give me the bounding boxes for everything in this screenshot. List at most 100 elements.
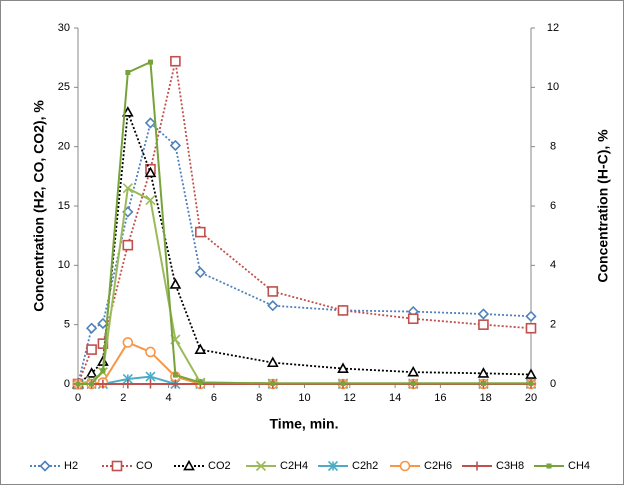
- x-tick-label: 4: [166, 392, 172, 404]
- legend-label: C2H4: [280, 460, 308, 472]
- marker-part: [480, 380, 486, 386]
- marker-part: [194, 266, 206, 279]
- y2-tick-label: 12: [547, 22, 559, 34]
- marker: [528, 380, 534, 386]
- marker-part: [410, 380, 416, 386]
- x-tick-label: 16: [434, 392, 446, 404]
- marker-part: [407, 313, 419, 325]
- marker: [144, 166, 157, 178]
- marker-part: [399, 460, 411, 472]
- y2-axis-title: Concentration (H-C), %: [595, 129, 611, 283]
- marker: [172, 372, 178, 378]
- marker-part: [122, 337, 134, 348]
- marker: [255, 460, 267, 472]
- marker-part: [144, 117, 157, 129]
- marker: [337, 305, 349, 316]
- y-tick-label: 20: [58, 141, 70, 153]
- marker: [407, 313, 419, 325]
- marker: [546, 463, 552, 469]
- marker: [170, 379, 180, 389]
- y-tick-label: 25: [58, 81, 70, 93]
- legend-label: H2: [64, 460, 78, 472]
- marker-part: [169, 139, 182, 152]
- marker: [89, 381, 95, 387]
- x-axis-title: Time, min.: [270, 416, 339, 432]
- marker-part: [86, 344, 97, 355]
- marker: [122, 183, 133, 194]
- marker: [270, 380, 276, 386]
- marker: [477, 367, 490, 378]
- y2-tick-label: 2: [550, 319, 556, 331]
- legend-label: CO: [136, 460, 153, 472]
- marker-part: [147, 59, 153, 65]
- marker: [111, 460, 123, 472]
- marker: [145, 195, 156, 206]
- marker: [266, 356, 279, 368]
- marker: [194, 266, 206, 279]
- marker: [267, 300, 279, 312]
- marker-part: [267, 300, 279, 312]
- marker: [327, 460, 339, 472]
- marker: [85, 322, 98, 334]
- marker-part: [75, 381, 81, 387]
- marker-part: [478, 319, 489, 330]
- y-tick-label: 30: [58, 22, 70, 34]
- y2-tick-label: 10: [547, 81, 559, 93]
- marker-part: [89, 381, 95, 387]
- marker-part: [407, 365, 420, 377]
- marker-part: [195, 226, 206, 238]
- marker-part: [266, 356, 279, 368]
- marker-part: [337, 305, 349, 316]
- series-line: [77, 111, 532, 385]
- x-tick-label: 2: [120, 392, 126, 404]
- marker-part: [125, 70, 131, 75]
- marker-part: [145, 346, 156, 358]
- marker: [121, 106, 134, 117]
- marker: [100, 368, 106, 374]
- marker-part: [145, 195, 156, 206]
- marker: [145, 379, 155, 389]
- marker: [267, 286, 279, 297]
- marker: [337, 362, 349, 373]
- marker-part: [169, 278, 182, 289]
- marker-part: [477, 367, 490, 378]
- x-tick-label: 0: [75, 392, 81, 404]
- marker-part: [255, 460, 267, 472]
- legend-label: C2h2: [352, 460, 378, 472]
- x-tick-label: 10: [298, 392, 310, 404]
- marker-part: [525, 368, 537, 379]
- marker: [145, 346, 156, 358]
- marker: [97, 317, 109, 330]
- marker-part: [122, 183, 133, 194]
- marker-part: [477, 308, 490, 320]
- marker: [195, 226, 206, 238]
- marker: [410, 380, 416, 386]
- marker: [85, 367, 98, 378]
- marker-part: [337, 362, 349, 373]
- marker: [123, 379, 133, 389]
- marker: [480, 380, 486, 386]
- marker: [122, 239, 134, 251]
- marker: [169, 139, 182, 152]
- marker: [183, 459, 195, 471]
- marker: [169, 278, 182, 289]
- marker: [147, 59, 153, 65]
- marker: [86, 344, 97, 355]
- marker: [407, 365, 420, 377]
- marker-part: [172, 372, 178, 378]
- marker: [399, 460, 411, 472]
- marker-part: [267, 286, 279, 297]
- marker-part: [85, 322, 98, 334]
- x-tick-label: 8: [256, 392, 262, 404]
- y-tick-label: 15: [58, 200, 70, 212]
- marker-part: [525, 310, 537, 322]
- marker-part: [528, 380, 534, 386]
- x-tick-label: 12: [344, 392, 356, 404]
- marker: [194, 343, 207, 354]
- marker-part: [111, 460, 123, 472]
- x-tick-label: 18: [480, 392, 492, 404]
- marker-part: [525, 322, 537, 334]
- y2-tick-label: 0: [550, 378, 556, 390]
- y-tick-label: 0: [64, 378, 70, 390]
